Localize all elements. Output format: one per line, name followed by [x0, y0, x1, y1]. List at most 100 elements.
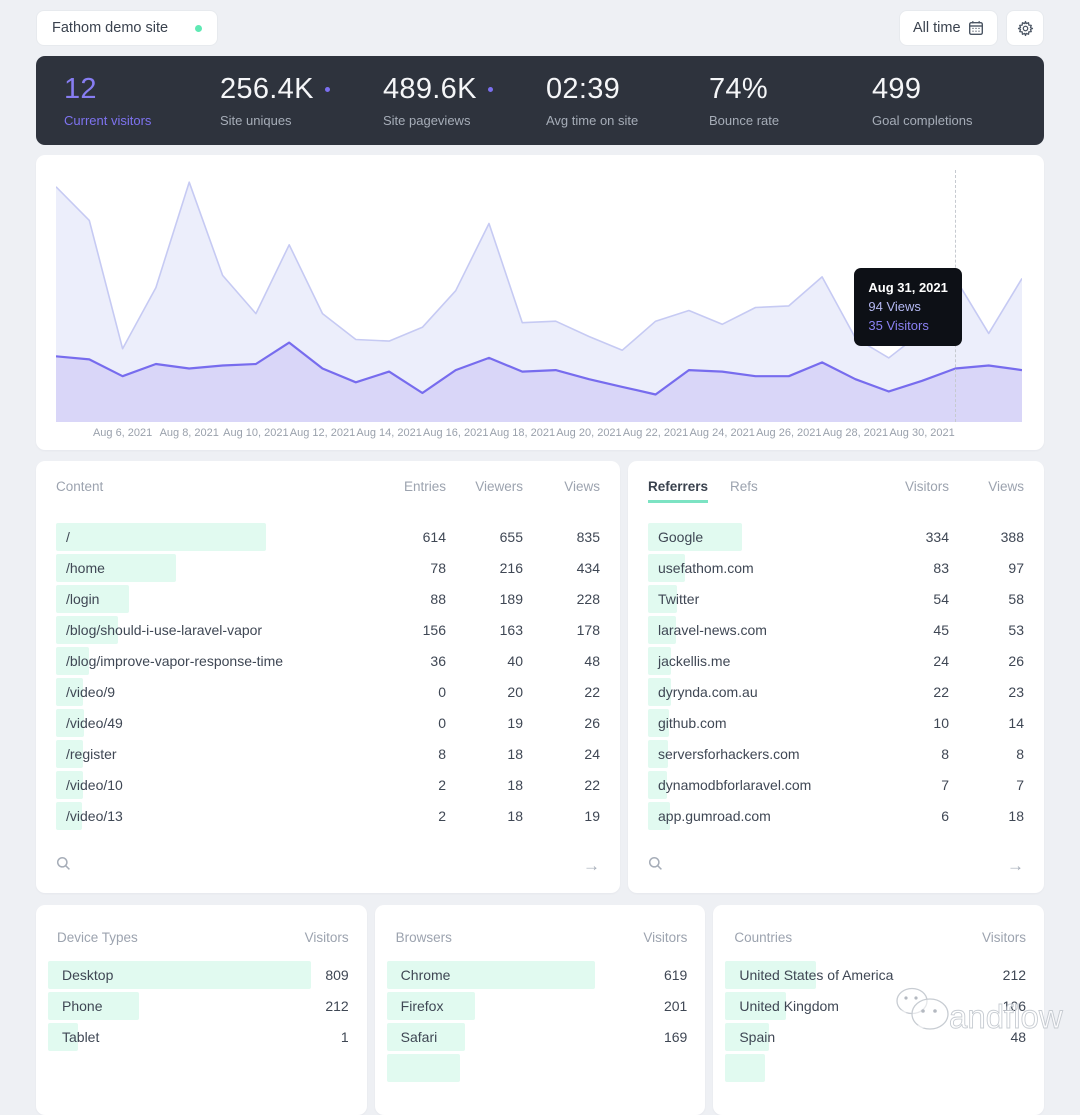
- stats-summary-bar: 12 Current visitors 256.4K Site uniques 489.…: [36, 56, 1044, 145]
- table-row[interactable]: dyrynda.com.au 22 23: [648, 678, 1024, 706]
- row-value: 169: [663, 1029, 688, 1045]
- tooltip-views: 94 Views: [868, 299, 921, 314]
- stat-value: 256.4K: [220, 73, 314, 105]
- content-panel: Content Entries Viewers Views / 614 655 835…: [36, 461, 620, 893]
- table-row[interactable]: /blog/improve-vapor-response-time 36 40 48: [56, 647, 600, 675]
- table-row[interactable]: app.gumroad.com 6 18: [648, 802, 1024, 830]
- row-value: 18: [507, 777, 523, 793]
- table-row[interactable]: Desktop 809: [48, 961, 349, 989]
- row-label: /blog/improve-vapor-response-time: [66, 653, 284, 669]
- stat-toggle-dot[interactable]: [324, 87, 330, 92]
- table-row[interactable]: United States of America 212: [725, 961, 1026, 989]
- column-header-viewers: Viewers: [475, 479, 523, 494]
- row-value: 619: [663, 967, 688, 983]
- table-row[interactable]: dynamodbforlaravel.com 7 7: [648, 771, 1024, 799]
- row-label: Google: [658, 529, 704, 545]
- row-value: 7: [941, 777, 949, 793]
- stat-site-uniques: 256.4K Site uniques: [220, 73, 383, 145]
- row-label: Phone: [62, 998, 103, 1014]
- value-bar: [648, 523, 742, 551]
- row-label: usefathom.com: [658, 560, 754, 576]
- row-value: 809: [325, 967, 349, 983]
- stat-bounce-rate: 74% Bounce rate: [709, 73, 872, 145]
- search-icon[interactable]: [648, 856, 663, 876]
- x-axis-tick-label: Aug 20, 2021: [556, 427, 622, 439]
- row-value: 1: [340, 1029, 349, 1045]
- search-icon[interactable]: [56, 856, 71, 876]
- tooltip-visitors: 35 Visitors: [868, 318, 929, 333]
- value-bar: [648, 616, 677, 644]
- table-row[interactable]: Chrome 619: [386, 961, 688, 989]
- table-row[interactable]: Safari 169: [386, 1023, 688, 1051]
- site-name: Fathom demo site: [52, 20, 169, 36]
- table-row[interactable]: usefathom.com 83 97: [648, 554, 1024, 582]
- table-row[interactable]: Phone 212: [48, 992, 349, 1020]
- table-row[interactable]: /video/49 0 19 26: [56, 709, 600, 737]
- date-range-button[interactable]: All time: [899, 10, 998, 46]
- x-axis-tick-label: Aug 22, 2021: [622, 427, 689, 439]
- value-bar: [648, 740, 668, 768]
- table-row[interactable]: / 614 655 835: [56, 523, 600, 551]
- table-row[interactable]: Tablet 1: [48, 1023, 349, 1051]
- next-page-arrow-icon[interactable]: →: [1007, 856, 1024, 875]
- table-row[interactable]: [725, 1054, 1026, 1082]
- stat-label: Goal completions: [872, 113, 973, 128]
- row-value: 40: [507, 653, 523, 669]
- site-selector[interactable]: Fathom demo site: [36, 10, 218, 46]
- row-label: /video/9: [66, 684, 116, 700]
- table-row[interactable]: Twitter 54 58: [648, 585, 1024, 613]
- table-row[interactable]: laravel-news.com 45 53: [648, 616, 1024, 644]
- value-bar: [56, 523, 266, 551]
- stat-toggle-dot[interactable]: [487, 87, 493, 92]
- x-axis-tick-label: Aug 24, 2021: [689, 427, 755, 439]
- table-row[interactable]: /video/9 0 20 22: [56, 678, 600, 706]
- row-value: 18: [1008, 808, 1024, 824]
- row-value: 0: [438, 684, 446, 700]
- settings-button[interactable]: [1006, 10, 1044, 46]
- table-row[interactable]: /video/10 2 18 22: [56, 771, 600, 799]
- row-value: 19: [507, 715, 523, 731]
- table-row[interactable]: /home 78 216 434: [56, 554, 600, 582]
- row-label: dyrynda.com.au: [658, 684, 758, 700]
- table-row[interactable]: /login 88 189 228: [56, 585, 600, 613]
- row-value: 88: [430, 591, 446, 607]
- value-bar: [648, 678, 671, 706]
- value-bar: [648, 771, 668, 799]
- next-page-arrow-icon[interactable]: →: [583, 856, 600, 875]
- table-row[interactable]: Google 334 388: [648, 523, 1024, 551]
- row-value: 212: [325, 998, 349, 1014]
- value-bar: [648, 554, 685, 582]
- table-row[interactable]: [386, 1054, 688, 1082]
- row-value: 7: [1016, 777, 1024, 793]
- row-value: 10: [933, 715, 949, 731]
- table-row[interactable]: serversforhackers.com 8 8: [648, 740, 1024, 768]
- stat-value: 12: [64, 73, 97, 105]
- table-row[interactable]: github.com 10 14: [648, 709, 1024, 737]
- table-row[interactable]: jackellis.me 24 26: [648, 647, 1024, 675]
- tab-refs[interactable]: Refs: [730, 479, 758, 494]
- row-value: 178: [576, 622, 600, 638]
- table-row[interactable]: Spain 48: [725, 1023, 1026, 1051]
- row-value: 434: [576, 560, 600, 576]
- table-row[interactable]: /blog/should-i-use-laravel-vapor 156 163 17…: [56, 616, 600, 644]
- stat-value: 02:39: [546, 73, 621, 105]
- table-row[interactable]: Firefox 201: [386, 992, 687, 1020]
- column-header-views: Views: [564, 479, 600, 494]
- row-value: 106: [1002, 998, 1027, 1014]
- countries-panel: Countries Visitors United States of Amer…: [713, 905, 1045, 1115]
- tab-referrers[interactable]: Referrers: [648, 479, 709, 503]
- table-row[interactable]: /video/13 2 18 19: [56, 802, 600, 830]
- value-bar: [56, 678, 83, 706]
- table-row[interactable]: /register 8 18 24: [56, 740, 600, 768]
- value-bar: [725, 1054, 766, 1082]
- table-row[interactable]: United Kingdom 106: [725, 992, 1026, 1020]
- traffic-area-chart[interactable]: [55, 170, 1023, 422]
- row-value: 58: [1008, 591, 1024, 607]
- date-range-label: All time: [913, 20, 961, 36]
- device-types-title: Device Types: [57, 930, 138, 945]
- row-label: /home: [66, 560, 105, 576]
- row-value: 26: [584, 715, 600, 731]
- row-label: /login: [66, 591, 100, 607]
- x-axis-tick-label: Aug 8, 2021: [159, 427, 219, 439]
- row-value: 48: [1010, 1029, 1027, 1045]
